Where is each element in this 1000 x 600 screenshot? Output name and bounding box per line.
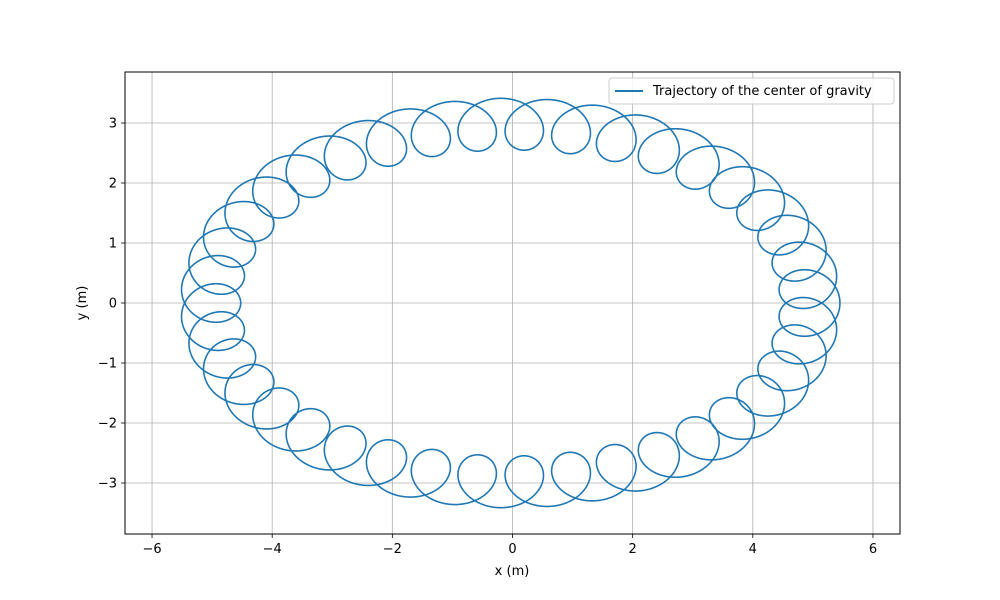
x-tick-label: −6	[142, 542, 161, 557]
y-axis-label: y (m)	[75, 286, 90, 321]
y-tick-label: 2	[109, 177, 117, 192]
x-tick-label: −4	[263, 542, 282, 557]
trajectory-line	[180, 97, 841, 509]
y-tick-label: −1	[98, 357, 117, 372]
x-tick-label: 6	[869, 542, 877, 557]
y-tick-label: −3	[98, 477, 117, 492]
legend-label: Trajectory of the center of gravity	[652, 84, 872, 99]
legend: Trajectory of the center of gravity	[608, 77, 895, 105]
legend-box	[608, 77, 895, 105]
series-layer	[180, 97, 841, 509]
y-tick-label: 3	[109, 117, 117, 132]
y-tick-label: −2	[98, 417, 117, 432]
x-tick-label: 4	[749, 542, 757, 557]
x-tick-label: −2	[383, 542, 402, 557]
x-tick-label: 0	[508, 542, 516, 557]
x-axis-label: x (m)	[495, 564, 530, 579]
y-tick-label: 0	[109, 297, 117, 312]
x-tick-label: 2	[629, 542, 637, 557]
y-tick-label: 1	[109, 237, 117, 252]
ticks: −6 −4 −2 0 2 4 6 −3 −2 −1 0 1 2 3	[98, 117, 877, 558]
